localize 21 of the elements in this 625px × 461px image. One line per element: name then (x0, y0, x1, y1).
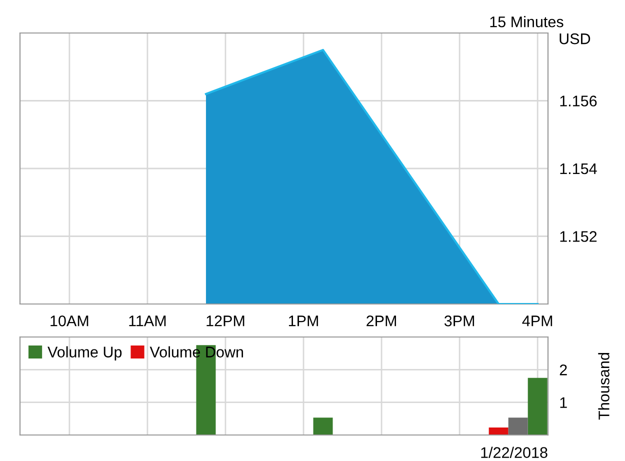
y-tick-label: 1.156 (560, 96, 597, 106)
bar (528, 378, 548, 435)
x-tick-label: 2PM (366, 316, 396, 326)
y-axis-title: Thousand (598, 353, 610, 420)
text: 1/22/2018 (481, 446, 548, 458)
x-tick-label: 11AM (129, 316, 166, 326)
bar (488, 427, 508, 435)
x-tick-label: 1PM (288, 316, 318, 326)
bar (313, 418, 333, 435)
bar (508, 418, 528, 435)
x-tick-label: 4PM (522, 316, 552, 326)
y-tick-label: 1.154 (560, 164, 597, 174)
x-tick-label: 10AM (50, 316, 88, 326)
text: 15 Minutes (490, 16, 564, 28)
y-tick-label: 1.152 (560, 231, 597, 242)
x-tick-label: 12PM (206, 316, 244, 326)
legend-label: Volume Up (48, 346, 122, 360)
y-tick-label: 2 (560, 364, 567, 376)
y-axis-title: USD (560, 33, 590, 44)
x-tick-label: 3PM (444, 316, 474, 326)
y-tick-label: 1 (560, 397, 567, 408)
